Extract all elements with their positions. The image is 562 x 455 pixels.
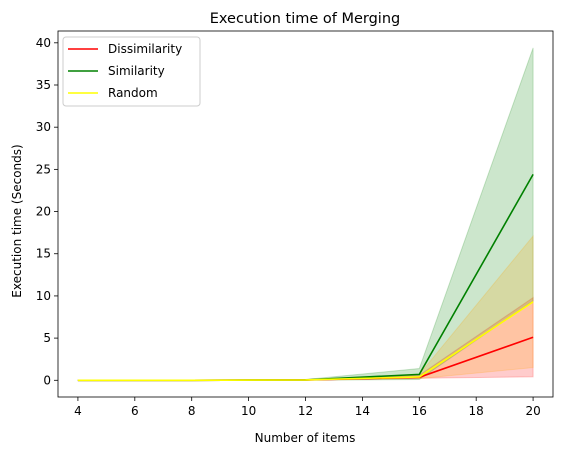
x-axis-ticks: 4 6 8 10 12 14 16 18 20 <box>74 397 541 418</box>
x-tick-label: 14 <box>355 404 370 418</box>
legend: Dissimilarity Similarity Random <box>62 36 201 107</box>
y-tick-label: 5 <box>43 331 51 345</box>
y-tick-label: 20 <box>36 205 51 219</box>
y-axis-label: Execution time (Seconds) <box>10 144 24 297</box>
x-tick-label: 18 <box>469 404 484 418</box>
y-tick-label: 10 <box>36 289 51 303</box>
y-tick-label: 15 <box>36 247 51 261</box>
x-tick-label: 6 <box>131 404 139 418</box>
y-tick-label: 35 <box>36 78 51 92</box>
legend-box <box>62 36 201 107</box>
x-tick-label: 20 <box>525 404 540 418</box>
y-tick-label: 40 <box>36 36 51 50</box>
x-tick-label: 4 <box>74 404 82 418</box>
x-axis-label: Number of items <box>255 431 356 445</box>
x-tick-label: 12 <box>298 404 313 418</box>
x-tick-label: 16 <box>412 404 427 418</box>
y-tick-label: 30 <box>36 120 51 134</box>
x-tick-label: 8 <box>188 404 196 418</box>
x-tick-label: 10 <box>241 404 256 418</box>
line-random <box>77 301 534 382</box>
y-tick-label: 25 <box>36 162 51 176</box>
legend-label-dissimilarity: Dissimilarity <box>108 42 182 56</box>
chart-title: Execution time of Merging <box>210 11 400 27</box>
y-tick-label: 0 <box>43 373 51 387</box>
y-axis-ticks: 0 5 10 15 20 25 30 35 40 <box>36 36 58 387</box>
legend-label-similarity: Similarity <box>108 64 165 78</box>
legend-label-random: Random <box>108 86 158 100</box>
series-lines <box>77 174 534 382</box>
